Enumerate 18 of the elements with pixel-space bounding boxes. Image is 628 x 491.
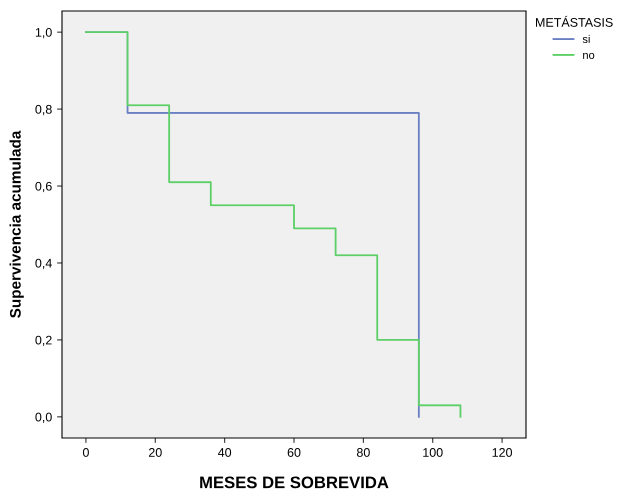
y-tick-label: 0,8 bbox=[35, 104, 52, 116]
x-tick-label: 120 bbox=[492, 448, 512, 457]
y-tick-label: 0,6 bbox=[35, 182, 52, 192]
legend-label: si bbox=[582, 34, 590, 44]
y-tick-label: 0,2 bbox=[35, 336, 52, 346]
legend-label: no bbox=[583, 52, 594, 59]
x-tick-label: 20 bbox=[148, 448, 162, 457]
x-axis-title: MESES DE SOBREVIDA bbox=[200, 476, 388, 488]
x-tick-label: 60 bbox=[288, 448, 300, 457]
y-tick-label: 0,0 bbox=[35, 412, 52, 423]
y-axis-title: Supervivencia acumulada bbox=[10, 130, 24, 318]
x-tick-label: 100 bbox=[423, 448, 443, 457]
x-tick-label: 80 bbox=[356, 448, 370, 457]
legend-title: METÁSTASIS bbox=[536, 16, 613, 27]
x-tick-label: 0 bbox=[82, 448, 89, 457]
y-tick-label: 1,0 bbox=[36, 28, 52, 38]
x-tick-label: 40 bbox=[218, 448, 232, 457]
y-tick-label: 0,4 bbox=[35, 258, 52, 270]
